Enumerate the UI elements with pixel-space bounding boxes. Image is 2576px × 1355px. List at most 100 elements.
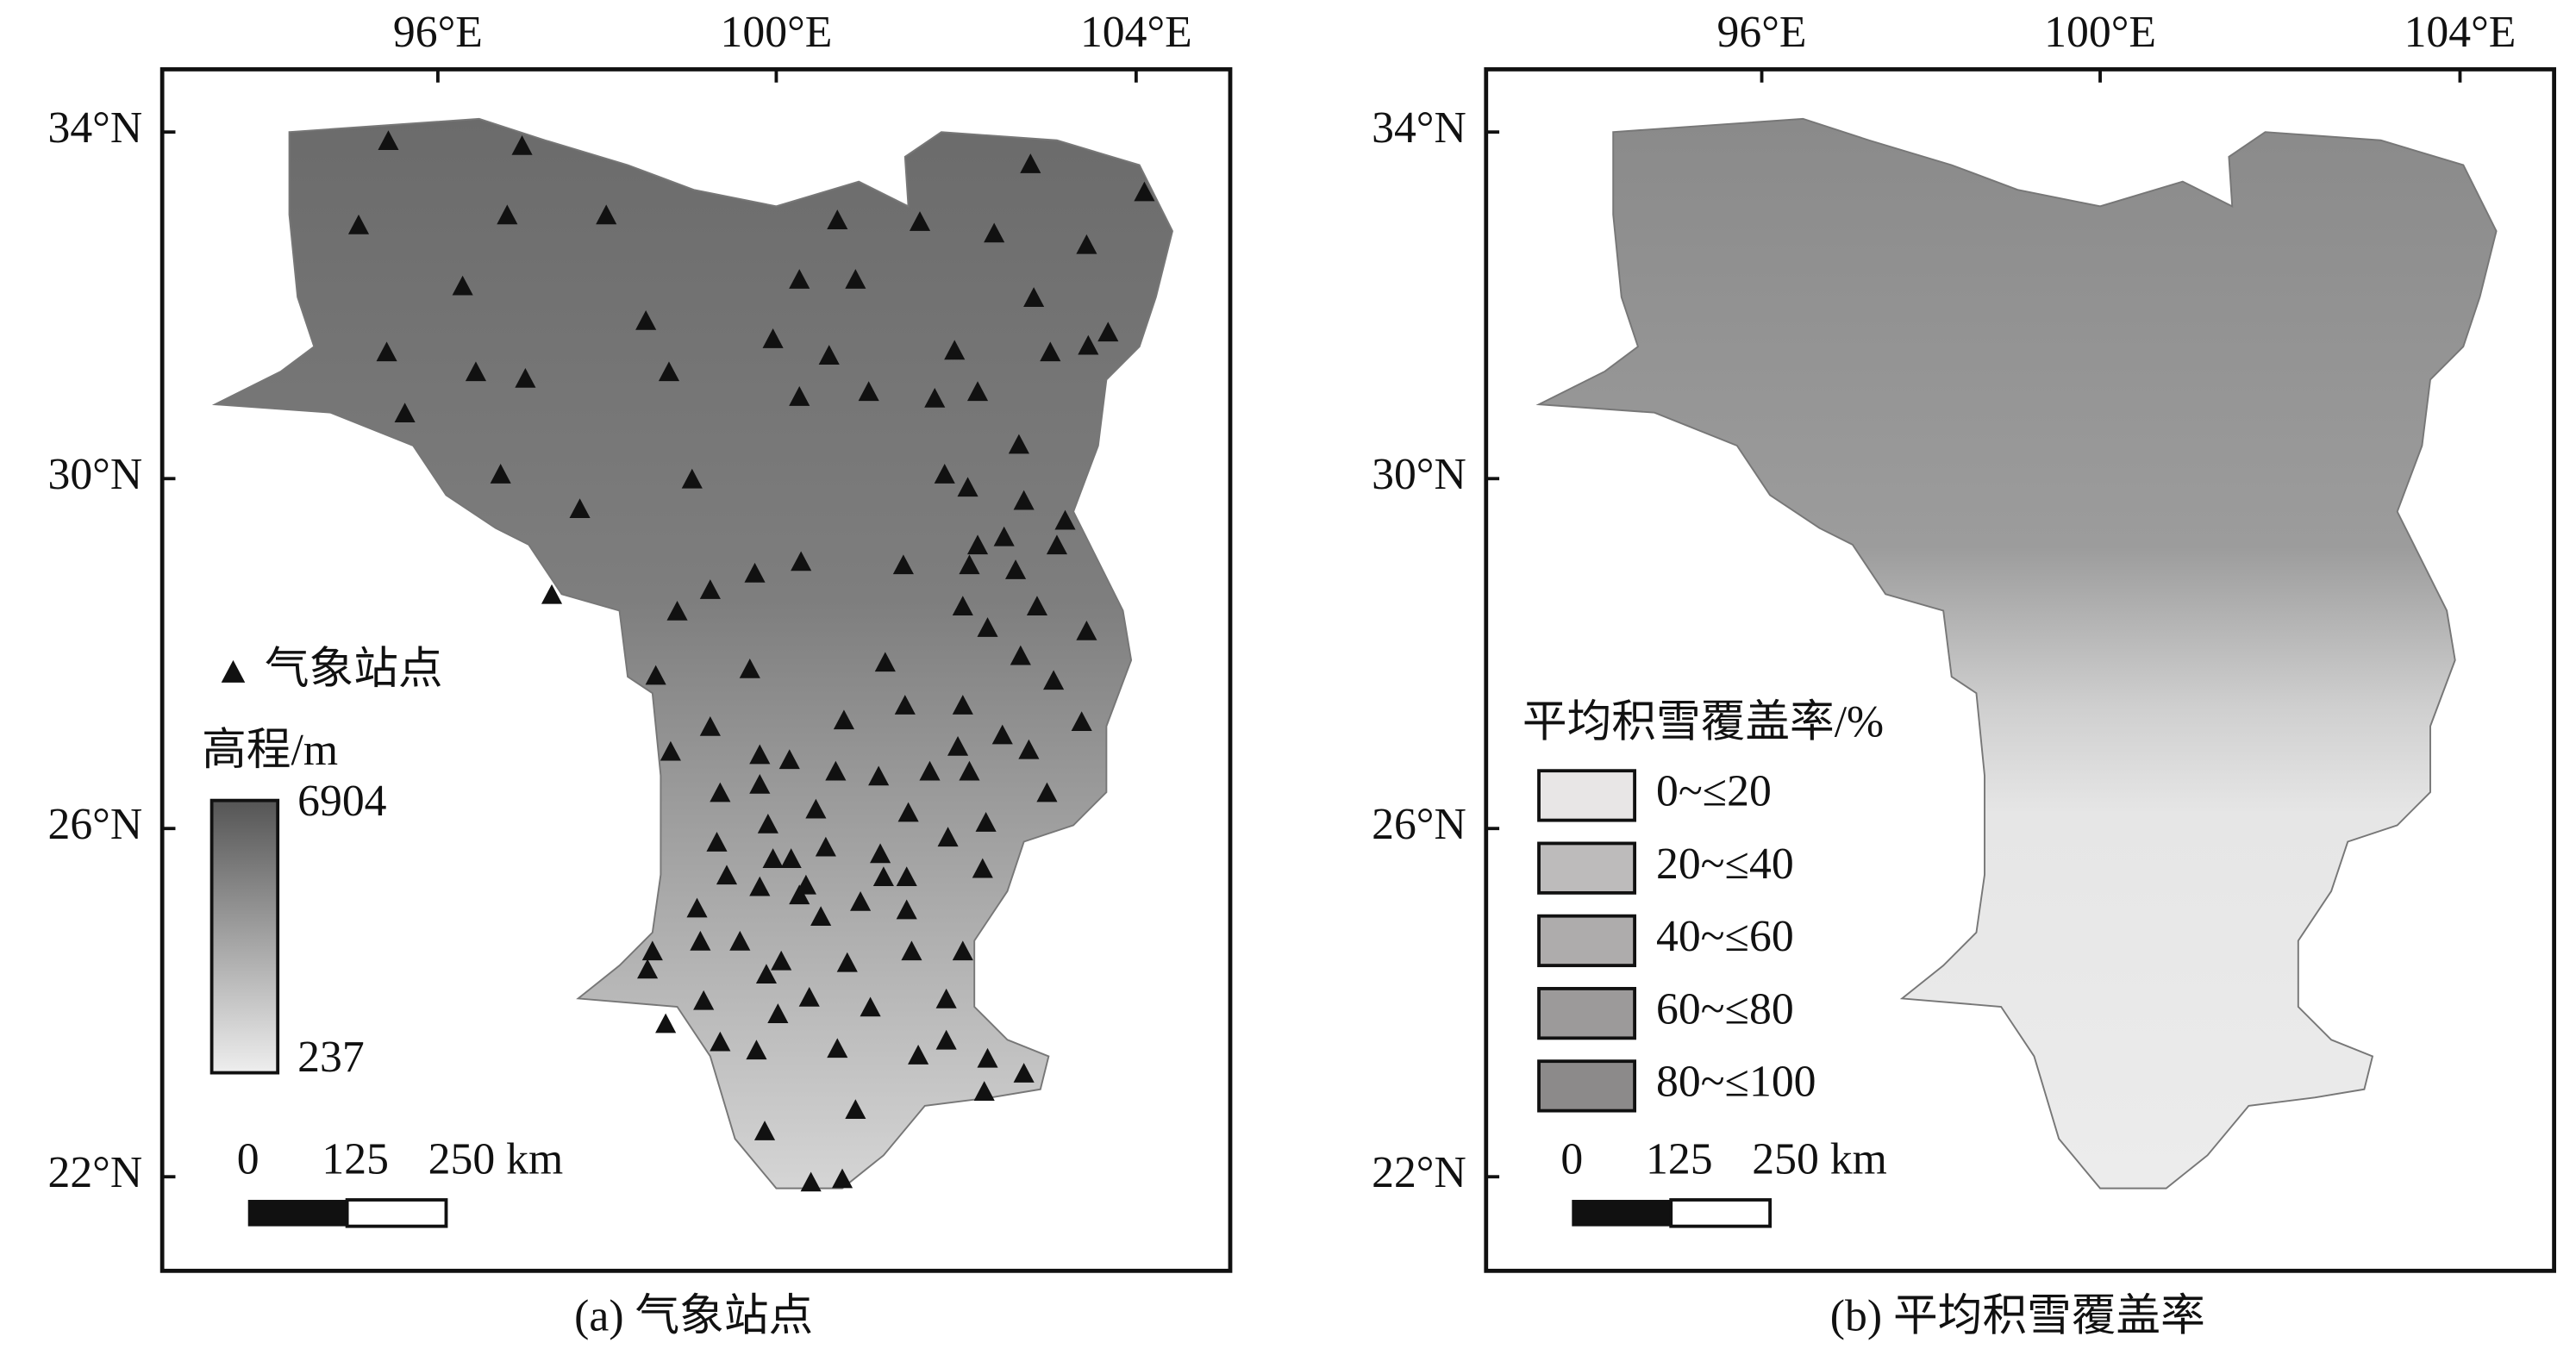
station-marker (376, 341, 397, 362)
station-marker (762, 328, 784, 348)
y-tick-label: 30°N (1372, 450, 1466, 499)
elevation-colorbar (209, 798, 280, 1075)
station-marker (947, 735, 969, 756)
station-marker (746, 1040, 767, 1060)
station-marker (637, 958, 659, 979)
station-marker (686, 897, 708, 918)
station-marker (347, 214, 370, 234)
station-marker (744, 562, 766, 583)
station-marker (749, 774, 771, 794)
x-tick-label: 96°E (1717, 8, 1807, 57)
elevation-min: 237 (297, 1033, 365, 1082)
station-marker (919, 760, 941, 781)
station-marker (952, 596, 973, 616)
legend-class-label: 20~≤40 (1656, 840, 1794, 889)
station-marker (693, 990, 715, 1010)
station-marker (791, 551, 812, 571)
station-marker (833, 709, 854, 730)
station-marker (959, 760, 980, 781)
station-marker (934, 464, 955, 484)
station-marker (874, 652, 896, 672)
station-marker (778, 749, 800, 770)
station-marker (860, 996, 881, 1017)
station-marker (869, 843, 891, 864)
station-marker (957, 477, 979, 497)
station-marker (655, 1013, 677, 1033)
station-marker (909, 211, 931, 231)
y-tick-label: 26°N (1372, 800, 1466, 849)
station-marker (1018, 739, 1040, 759)
station-marker (767, 1003, 789, 1023)
station-marker (569, 498, 591, 519)
station-marker (924, 387, 946, 408)
station-marker (897, 802, 919, 822)
scale-label: 250 km (428, 1135, 564, 1184)
y-tick-label: 22°N (1372, 1148, 1466, 1197)
station-marker (1013, 1063, 1035, 1083)
region-outline (211, 117, 1173, 1190)
x-tick-label: 104°E (2404, 8, 2517, 57)
station-marker (977, 1047, 998, 1068)
station-marker (973, 1081, 995, 1101)
station-marker (901, 940, 922, 961)
station-marker (1005, 559, 1027, 579)
station-marker (452, 275, 473, 296)
legend-class-label: 60~≤80 (1656, 985, 1794, 1034)
y-tick-label: 30°N (47, 450, 142, 499)
station-marker (1023, 287, 1045, 307)
station-marker (699, 715, 721, 736)
legend-title: 平均积雪覆盖率/% (1522, 697, 1884, 746)
station-marker (944, 340, 966, 360)
station-marker (789, 269, 810, 289)
legend-station-label: 气象站点 (265, 645, 443, 694)
station-marker (975, 812, 997, 832)
station-marker (710, 782, 731, 802)
station-marker (1010, 645, 1031, 665)
scale-bar-white (345, 1198, 448, 1228)
station-marker (896, 866, 917, 887)
scale-label: 125 (1646, 1135, 1713, 1184)
scale-label: 0 (1560, 1135, 1583, 1184)
station-marker (789, 884, 810, 905)
station-marker (1071, 711, 1092, 732)
map-frame (1484, 67, 2556, 1273)
station-marker (1020, 153, 1041, 173)
station-marker (641, 940, 663, 961)
station-marker (959, 554, 980, 575)
station-marker (991, 724, 1013, 745)
station-marker (977, 617, 998, 637)
legend-swatch (1537, 914, 1637, 968)
station-marker (515, 367, 536, 388)
station-marker (465, 361, 487, 382)
x-tick-label: 100°E (2044, 8, 2156, 57)
station-marker (845, 269, 866, 289)
legend-elevation-title: 高程/m (202, 726, 338, 775)
station-marker (815, 836, 836, 857)
x-tick-label: 104°E (1080, 8, 1192, 57)
station-marker (984, 222, 1005, 243)
station-marker (935, 1029, 957, 1050)
station-marker (1076, 234, 1097, 254)
station-marker (699, 579, 721, 599)
caption: (a) 气象站点 (574, 1292, 813, 1341)
scale-label: 125 (322, 1135, 389, 1184)
station-marker (660, 740, 681, 761)
legend-swatch (1537, 1059, 1637, 1113)
station-marker (935, 988, 957, 1008)
caption: (b) 平均积雪覆盖率 (1830, 1292, 2205, 1341)
y-tick-label: 34°N (1372, 103, 1466, 153)
station-marker (596, 204, 617, 225)
station-marker (706, 832, 728, 852)
scale-label: 0 (237, 1135, 259, 1184)
station-marker (1078, 334, 1099, 355)
scale-bar-white (1669, 1198, 1773, 1228)
station-marker (762, 848, 784, 868)
station-marker (394, 403, 416, 422)
station-marker (872, 866, 894, 887)
station-marker (490, 464, 511, 484)
station-marker (716, 865, 738, 885)
station-marker (908, 1045, 929, 1065)
station-marker (780, 848, 802, 868)
station-marker (541, 584, 563, 604)
